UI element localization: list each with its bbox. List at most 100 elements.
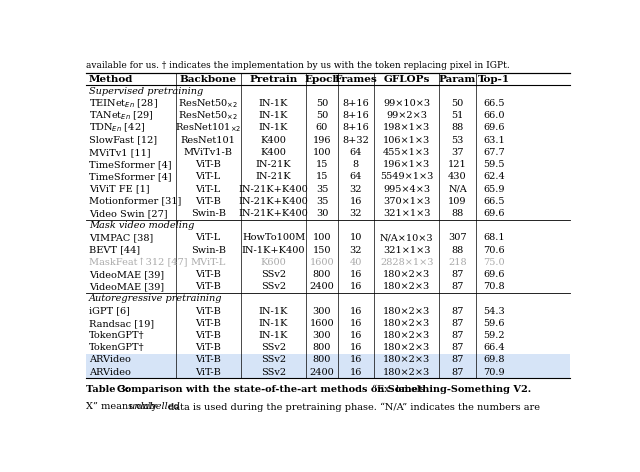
- Text: ViT-L: ViT-L: [196, 233, 221, 242]
- Text: 180×2×3: 180×2×3: [383, 331, 430, 340]
- Text: data is used during the pretraining phase. “N/A” indicates the numbers are: data is used during the pretraining phas…: [165, 402, 540, 412]
- Text: ViT-B: ViT-B: [195, 355, 221, 364]
- Text: ARVideo: ARVideo: [89, 355, 131, 364]
- Text: 54.3: 54.3: [483, 307, 505, 316]
- Text: Χ” means only: Χ” means only: [86, 402, 160, 411]
- Text: 99×10×3: 99×10×3: [383, 99, 430, 108]
- Text: Pretrain: Pretrain: [250, 75, 298, 84]
- Bar: [86, 354, 570, 366]
- Text: SSv2: SSv2: [261, 355, 286, 364]
- Text: 87: 87: [451, 355, 464, 364]
- Text: VIMPAC [38]: VIMPAC [38]: [89, 233, 153, 242]
- Text: ViT-B: ViT-B: [195, 282, 221, 291]
- Text: 370×1×3: 370×1×3: [383, 197, 430, 206]
- Text: TokenGPT†: TokenGPT†: [89, 331, 145, 340]
- Text: Autoregressive pretraining: Autoregressive pretraining: [89, 295, 223, 303]
- Text: 50: 50: [451, 99, 463, 108]
- Text: IN-21K: IN-21K: [256, 172, 291, 181]
- Text: K400: K400: [260, 135, 287, 144]
- Text: 32: 32: [349, 209, 362, 218]
- Text: 180×2×3: 180×2×3: [383, 368, 430, 377]
- Text: MViT-L: MViT-L: [191, 258, 226, 267]
- Text: 300: 300: [313, 331, 331, 340]
- Text: ARVideo: ARVideo: [89, 368, 131, 377]
- Text: Method: Method: [89, 75, 133, 84]
- Text: 16: 16: [349, 282, 362, 291]
- Text: 87: 87: [451, 343, 464, 352]
- Text: 87: 87: [451, 307, 464, 316]
- Text: 16: 16: [349, 197, 362, 206]
- Text: ViT-B: ViT-B: [195, 368, 221, 377]
- Text: 430: 430: [448, 172, 467, 181]
- Text: 100: 100: [313, 233, 331, 242]
- Text: 16: 16: [349, 270, 362, 279]
- Text: 196: 196: [313, 135, 331, 144]
- Text: ViT-B: ViT-B: [195, 197, 221, 206]
- Text: 2828×1×3: 2828×1×3: [380, 258, 433, 267]
- Text: 180×2×3: 180×2×3: [383, 343, 430, 352]
- Text: 180×2×3: 180×2×3: [383, 355, 430, 364]
- Text: 87: 87: [451, 319, 464, 328]
- Text: 300: 300: [313, 307, 331, 316]
- Text: “Ex. labels: “Ex. labels: [369, 385, 424, 394]
- Text: VideoMAE [39]: VideoMAE [39]: [89, 282, 164, 291]
- Text: Motionformer [31]: Motionformer [31]: [89, 197, 181, 206]
- Text: 180×2×3: 180×2×3: [383, 307, 430, 316]
- Text: ViT-L: ViT-L: [196, 185, 221, 194]
- Text: 455×1×3: 455×1×3: [383, 148, 430, 157]
- Text: TEINet$_{En}$ [28]: TEINet$_{En}$ [28]: [89, 97, 158, 110]
- Text: ResNet101: ResNet101: [180, 135, 236, 144]
- Text: 50: 50: [316, 111, 328, 120]
- Text: 69.6: 69.6: [483, 270, 504, 279]
- Text: 8+32: 8+32: [342, 135, 369, 144]
- Text: 67.7: 67.7: [483, 148, 505, 157]
- Text: Randsac [19]: Randsac [19]: [89, 319, 154, 328]
- Text: Param: Param: [439, 75, 476, 84]
- Text: 59.6: 59.6: [483, 319, 504, 328]
- Text: 51: 51: [451, 111, 464, 120]
- Text: TimeSformer [4]: TimeSformer [4]: [89, 160, 172, 169]
- Text: IN-21K+K400: IN-21K+K400: [239, 197, 308, 206]
- Text: 180×2×3: 180×2×3: [383, 319, 430, 328]
- Text: 68.1: 68.1: [483, 233, 504, 242]
- Text: ResNet50$_{\times2}$: ResNet50$_{\times2}$: [178, 97, 238, 110]
- Text: SSv2: SSv2: [261, 368, 286, 377]
- Text: 15: 15: [316, 172, 328, 181]
- Text: SlowFast [12]: SlowFast [12]: [89, 135, 157, 144]
- Text: 66.0: 66.0: [483, 111, 504, 120]
- Text: 198×1×3: 198×1×3: [383, 124, 430, 133]
- Text: SSv2: SSv2: [261, 270, 286, 279]
- Text: TimeSformer [4]: TimeSformer [4]: [89, 172, 172, 181]
- Text: IN-21K+K400: IN-21K+K400: [239, 209, 308, 218]
- Text: IN-1K: IN-1K: [259, 99, 288, 108]
- Text: HowTo100M: HowTo100M: [242, 233, 305, 242]
- Text: Swin-B: Swin-B: [191, 209, 226, 218]
- Text: ViViT FE [1]: ViViT FE [1]: [89, 185, 150, 194]
- Text: 88: 88: [451, 209, 463, 218]
- Text: MViTv1 [11]: MViTv1 [11]: [89, 148, 150, 157]
- Text: 87: 87: [451, 331, 464, 340]
- Text: SSv2: SSv2: [261, 282, 286, 291]
- Text: K400: K400: [260, 148, 287, 157]
- Text: 40: 40: [349, 258, 362, 267]
- Text: 800: 800: [313, 343, 331, 352]
- Text: 8+16: 8+16: [342, 99, 369, 108]
- Text: 35: 35: [316, 185, 328, 194]
- Text: 32: 32: [349, 185, 362, 194]
- Bar: [86, 366, 570, 378]
- Text: ViT-B: ViT-B: [195, 331, 221, 340]
- Text: BEVT [44]: BEVT [44]: [89, 245, 140, 254]
- Text: ViT-B: ViT-B: [195, 319, 221, 328]
- Text: 8+16: 8+16: [342, 111, 369, 120]
- Text: Epoch: Epoch: [304, 75, 340, 84]
- Text: 5549×1×3: 5549×1×3: [380, 172, 433, 181]
- Text: 88: 88: [451, 245, 463, 254]
- Text: 180×2×3: 180×2×3: [383, 270, 430, 279]
- Text: ResNet101$_{\times2}$: ResNet101$_{\times2}$: [175, 122, 241, 135]
- Text: TokenGPT†: TokenGPT†: [89, 343, 145, 352]
- Text: 53: 53: [451, 135, 464, 144]
- Text: iGPT [6]: iGPT [6]: [89, 307, 130, 316]
- Text: Swin-B: Swin-B: [191, 245, 226, 254]
- Text: 218: 218: [448, 258, 467, 267]
- Text: Mask video modeling: Mask video modeling: [89, 221, 195, 230]
